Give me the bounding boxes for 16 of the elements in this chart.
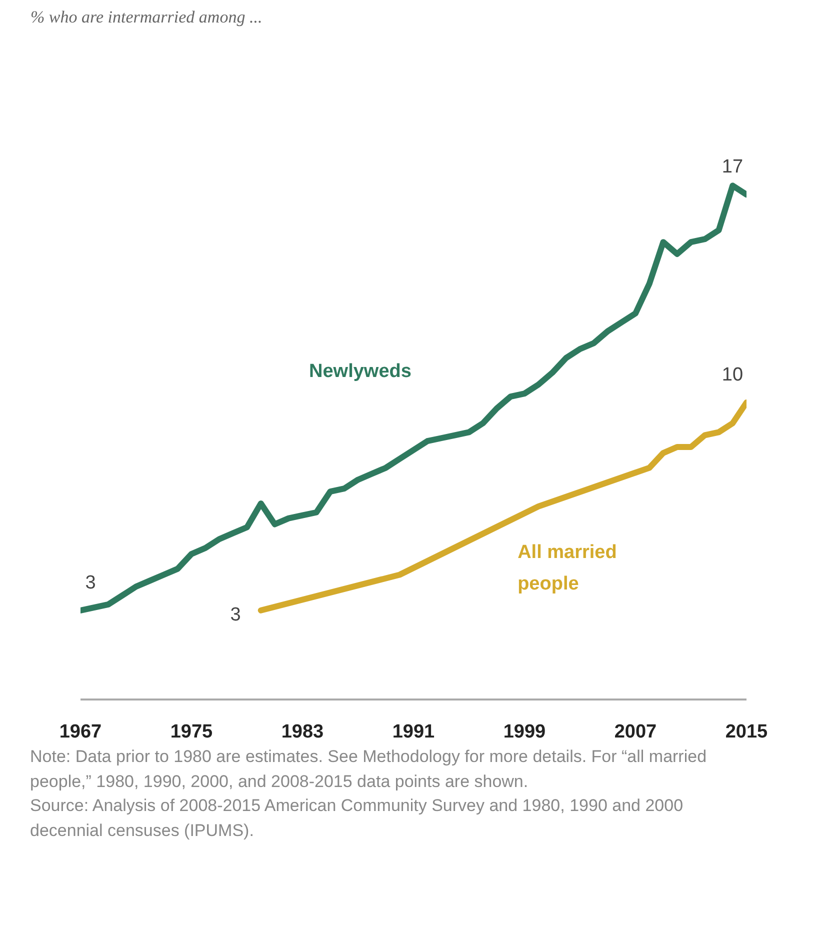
x-tick-label: 1975 [170,722,214,742]
text: Newlyweds [309,360,412,382]
series-label: All married people [518,542,617,595]
x-tick-label: 1991 [392,722,436,742]
source-note: Source: Analysis of 2008-2015 American Community Survey and 1980, 1990 and 2000 decennial censuses (IPUMS). [30,795,684,842]
x-tick-label: 1999 [503,722,546,742]
data-label: 10 [722,364,744,386]
x-tick-label: 1983 [281,722,324,742]
data-label: 3 [85,572,96,594]
data-label: 17 [722,156,744,178]
data-label: 3 [230,604,241,626]
x-tick-label: 1967 [59,722,102,742]
text: Note: Data prior to 1980 are estimates. See Methodology for more details. For “all married people,” 1980, 1990, 2000, and 2008-2015 data points are shown. [30,746,708,793]
x-tick-label: 2007 [614,722,657,742]
chart-title: % who are intermarried among ... [30,8,262,26]
x-tick-label: 2015 [725,722,768,742]
